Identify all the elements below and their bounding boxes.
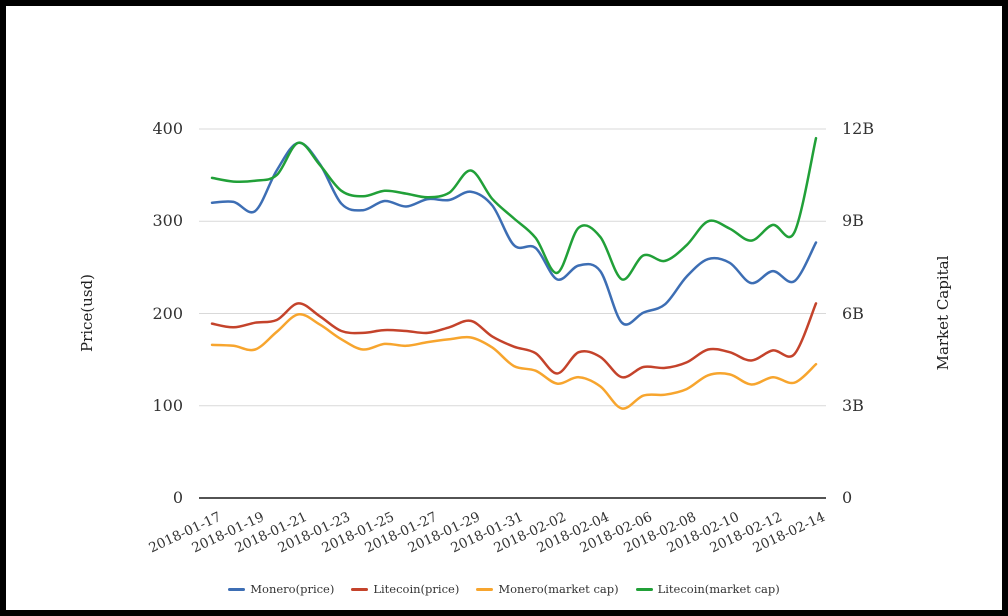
left-axis-tick-label: 300 <box>152 211 183 231</box>
series-line-monero-market-cap <box>210 313 818 410</box>
legend-label: Litecoin(price) <box>373 582 460 596</box>
legend-swatch-icon <box>635 587 653 591</box>
left-axis-tick-label: 0 <box>172 488 183 507</box>
legend-swatch-icon <box>351 587 369 591</box>
legend-swatch-icon <box>476 587 494 591</box>
chart-legend: Monero(price) Litecoin(price) Monero(marke… <box>6 582 1002 596</box>
right-axis-tick-label: 6B <box>842 303 864 323</box>
chart-canvas <box>199 128 826 499</box>
legend-item-monero-price[interactable]: Monero(price) <box>228 582 334 596</box>
right-axis-title: Market Capital <box>934 255 952 371</box>
legend-label: Monero(market cap) <box>498 582 619 596</box>
left-axis-tick-label: 200 <box>152 303 183 323</box>
legend-label: Litecoin(market cap) <box>657 582 780 596</box>
legend-item-litecoin-market-cap[interactable]: Litecoin(market cap) <box>635 582 780 596</box>
right-axis-tick-label: 12B <box>842 119 875 138</box>
legend-item-litecoin-price[interactable]: Litecoin(price) <box>351 582 459 596</box>
right-axis-tick-label: 3B <box>842 395 864 415</box>
right-axis-tick-label: 9B <box>842 211 864 231</box>
legend-item-monero-market-cap[interactable]: Monero(market cap) <box>476 582 619 596</box>
legend-swatch-icon <box>228 587 246 591</box>
left-axis-tick-label: 400 <box>152 119 183 138</box>
series-line-litecoin-market-cap <box>210 136 818 281</box>
series-line-litecoin-price <box>210 302 818 379</box>
left-axis-tick-label: 100 <box>152 395 183 415</box>
series-line-monero-price <box>210 141 818 326</box>
right-axis-tick-label: 0 <box>842 488 853 507</box>
legend-label: Monero(price) <box>250 582 335 596</box>
left-axis-title: Price(usd) <box>78 273 96 353</box>
